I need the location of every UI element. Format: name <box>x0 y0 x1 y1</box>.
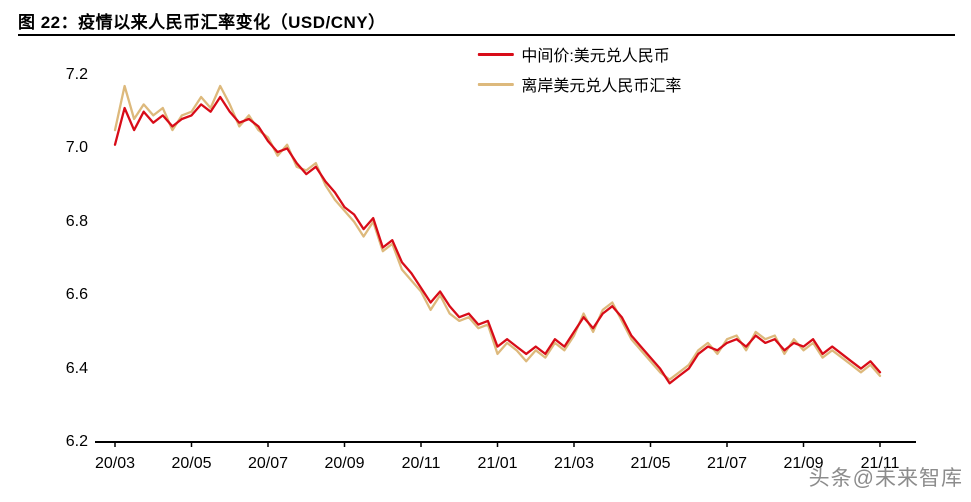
y-tick-label: 6.4 <box>65 359 88 377</box>
legend-item-offshore: 离岸美元兑人民币汇率 <box>477 72 681 96</box>
y-tick-label: 7.2 <box>65 66 88 83</box>
y-tick-label: 6.8 <box>65 212 88 230</box>
y-tick-label: 7.0 <box>65 139 88 157</box>
x-tick-label: 20/05 <box>171 455 212 472</box>
x-tick-label: 21/01 <box>477 455 518 472</box>
x-tick-label: 21/09 <box>783 455 824 472</box>
x-tick-label: 20/11 <box>401 455 441 472</box>
x-tick-label: 21/03 <box>553 455 595 472</box>
x-tick-label: 21/11 <box>860 455 900 472</box>
figure-title: 图 22：疫情以来人民币汇率变化（USD/CNY） <box>18 13 386 32</box>
series-line-1 <box>113 84 882 381</box>
x-tick-label: 20/03 <box>94 455 136 472</box>
legend-item-central-parity: 中间价:美元兑人民币 <box>477 42 681 66</box>
x-tick-label: 21/07 <box>706 455 748 472</box>
chart-legend: 中间价:美元兑人民币 离岸美元兑人民币汇率 <box>477 42 681 96</box>
x-tick-label: 20/07 <box>247 455 289 472</box>
x-tick-label: 20/09 <box>324 455 365 472</box>
y-tick-label: 6.2 <box>65 433 88 450</box>
legend-label-offshore: 离岸美元兑人民币汇率 <box>521 78 682 95</box>
series-line-0 <box>113 95 882 385</box>
x-tick-label: 21/05 <box>630 455 671 472</box>
legend-line-swatch-tan <box>477 82 514 86</box>
title-underline <box>18 34 955 36</box>
watermark-text: 头条@未来智库 <box>808 467 963 490</box>
legend-label-central-parity: 中间价:美元兑人民币 <box>521 48 670 65</box>
y-tick-label: 6.6 <box>65 286 88 304</box>
legend-line-swatch-red <box>477 52 514 56</box>
